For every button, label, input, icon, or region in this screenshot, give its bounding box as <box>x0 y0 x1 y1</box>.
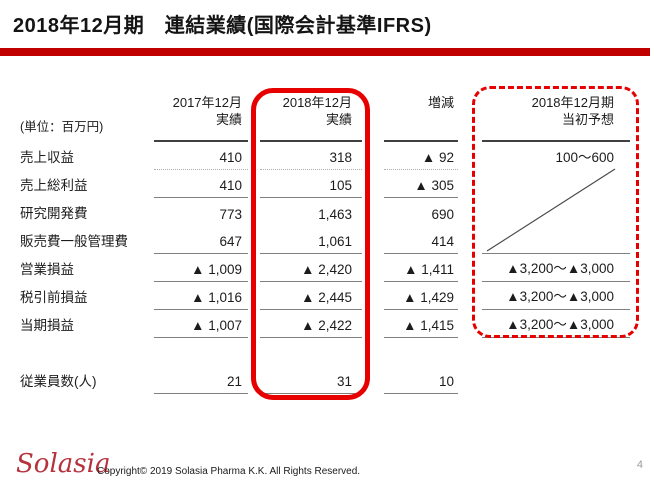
cell-change: ▲ 92 <box>384 142 458 170</box>
row-label: 売上収益 <box>20 150 74 165</box>
forecast-highlight-box <box>472 86 639 338</box>
cell-fy2017: ▲ 1,007 <box>154 310 248 338</box>
cell-change: 414 <box>384 226 458 254</box>
cell-fy2018: ▲ 2,422 <box>260 310 362 338</box>
cell-change: ▲ 1,415 <box>384 310 458 338</box>
cell-fy2017: 410 <box>154 142 248 170</box>
row-label: 税引前損益 <box>20 290 88 305</box>
row-label: 売上総利益 <box>20 178 88 193</box>
row-label: 当期損益 <box>20 318 74 333</box>
cell-change: ▲ 1,411 <box>384 254 458 282</box>
row-label: 従業員数(人) <box>20 374 97 389</box>
cell-fy2017: 647 <box>154 226 248 254</box>
cell-fy2017: ▲ 1,016 <box>154 282 248 310</box>
column-header-change-label: 増減 <box>427 95 454 110</box>
cell-fy2018: 105 <box>260 170 362 198</box>
cell-fy2017: 773 <box>219 207 242 222</box>
title-divider-rule <box>0 48 650 56</box>
fy2018-highlight-box <box>251 88 370 400</box>
cell-change: 10 <box>384 366 458 394</box>
results-table: (単位：百万円) 2017年12月 実績 2018年12月 実績 増減 2018… <box>18 88 630 394</box>
cell-fy2018: ▲ 2,420 <box>260 254 362 282</box>
column-header-fy2018-line1: 2018年12月 <box>282 95 352 110</box>
cell-change: ▲ 305 <box>384 170 458 198</box>
cell-fy2017: ▲ 1,009 <box>154 254 248 282</box>
column-header-fy2017: 2017年12月 実績 <box>154 88 248 142</box>
cell-forecast <box>482 366 630 394</box>
column-header-fy2017-line1: 2017年12月 <box>172 95 242 110</box>
cell-forecast <box>482 226 630 254</box>
page-title: 2018年12月期 連結業績(国際会計基準IFRS) <box>13 15 432 37</box>
cell-forecast: ▲3,200～▲3,000 <box>482 282 630 310</box>
cell-change: ▲ 1,429 <box>384 282 458 310</box>
cell-forecast: ▲3,200～▲3,000 <box>482 254 630 282</box>
cell-fy2017: 410 <box>154 170 248 198</box>
column-header-forecast-line1: 2018年12月期 <box>531 95 614 110</box>
column-header-forecast-line2: 当初予想 <box>561 112 614 127</box>
cell-fy2018: ▲ 2,445 <box>260 282 362 310</box>
cell-fy2018: 1,061 <box>260 226 362 254</box>
unit-label: (単位：百万円) <box>20 120 104 134</box>
row-label: 営業損益 <box>20 262 74 277</box>
column-header-change: 増減 <box>384 88 458 142</box>
page-number: 4 <box>636 459 643 471</box>
cell-fy2017: 21 <box>154 366 248 394</box>
column-header-forecast: 2018年12月期 当初予想 <box>482 88 630 142</box>
cell-forecast: 100～600 <box>555 150 614 165</box>
row-label: 研究開発費 <box>20 206 88 221</box>
column-header-fy2017-line2: 実績 <box>215 112 242 127</box>
cell-fy2018: 1,463 <box>318 207 352 222</box>
row-label: 販売費一般管理費 <box>20 234 128 249</box>
solasia-logo: Solasia <box>16 449 111 479</box>
copyright-text: Copyright© 2019 Solasia Pharma K.K. All … <box>97 466 361 477</box>
column-header-fy2018-line2: 実績 <box>325 112 352 127</box>
column-header-fy2018: 2018年12月 実績 <box>260 88 362 142</box>
cell-fy2018: 318 <box>260 142 362 170</box>
cell-change: 690 <box>431 207 454 222</box>
